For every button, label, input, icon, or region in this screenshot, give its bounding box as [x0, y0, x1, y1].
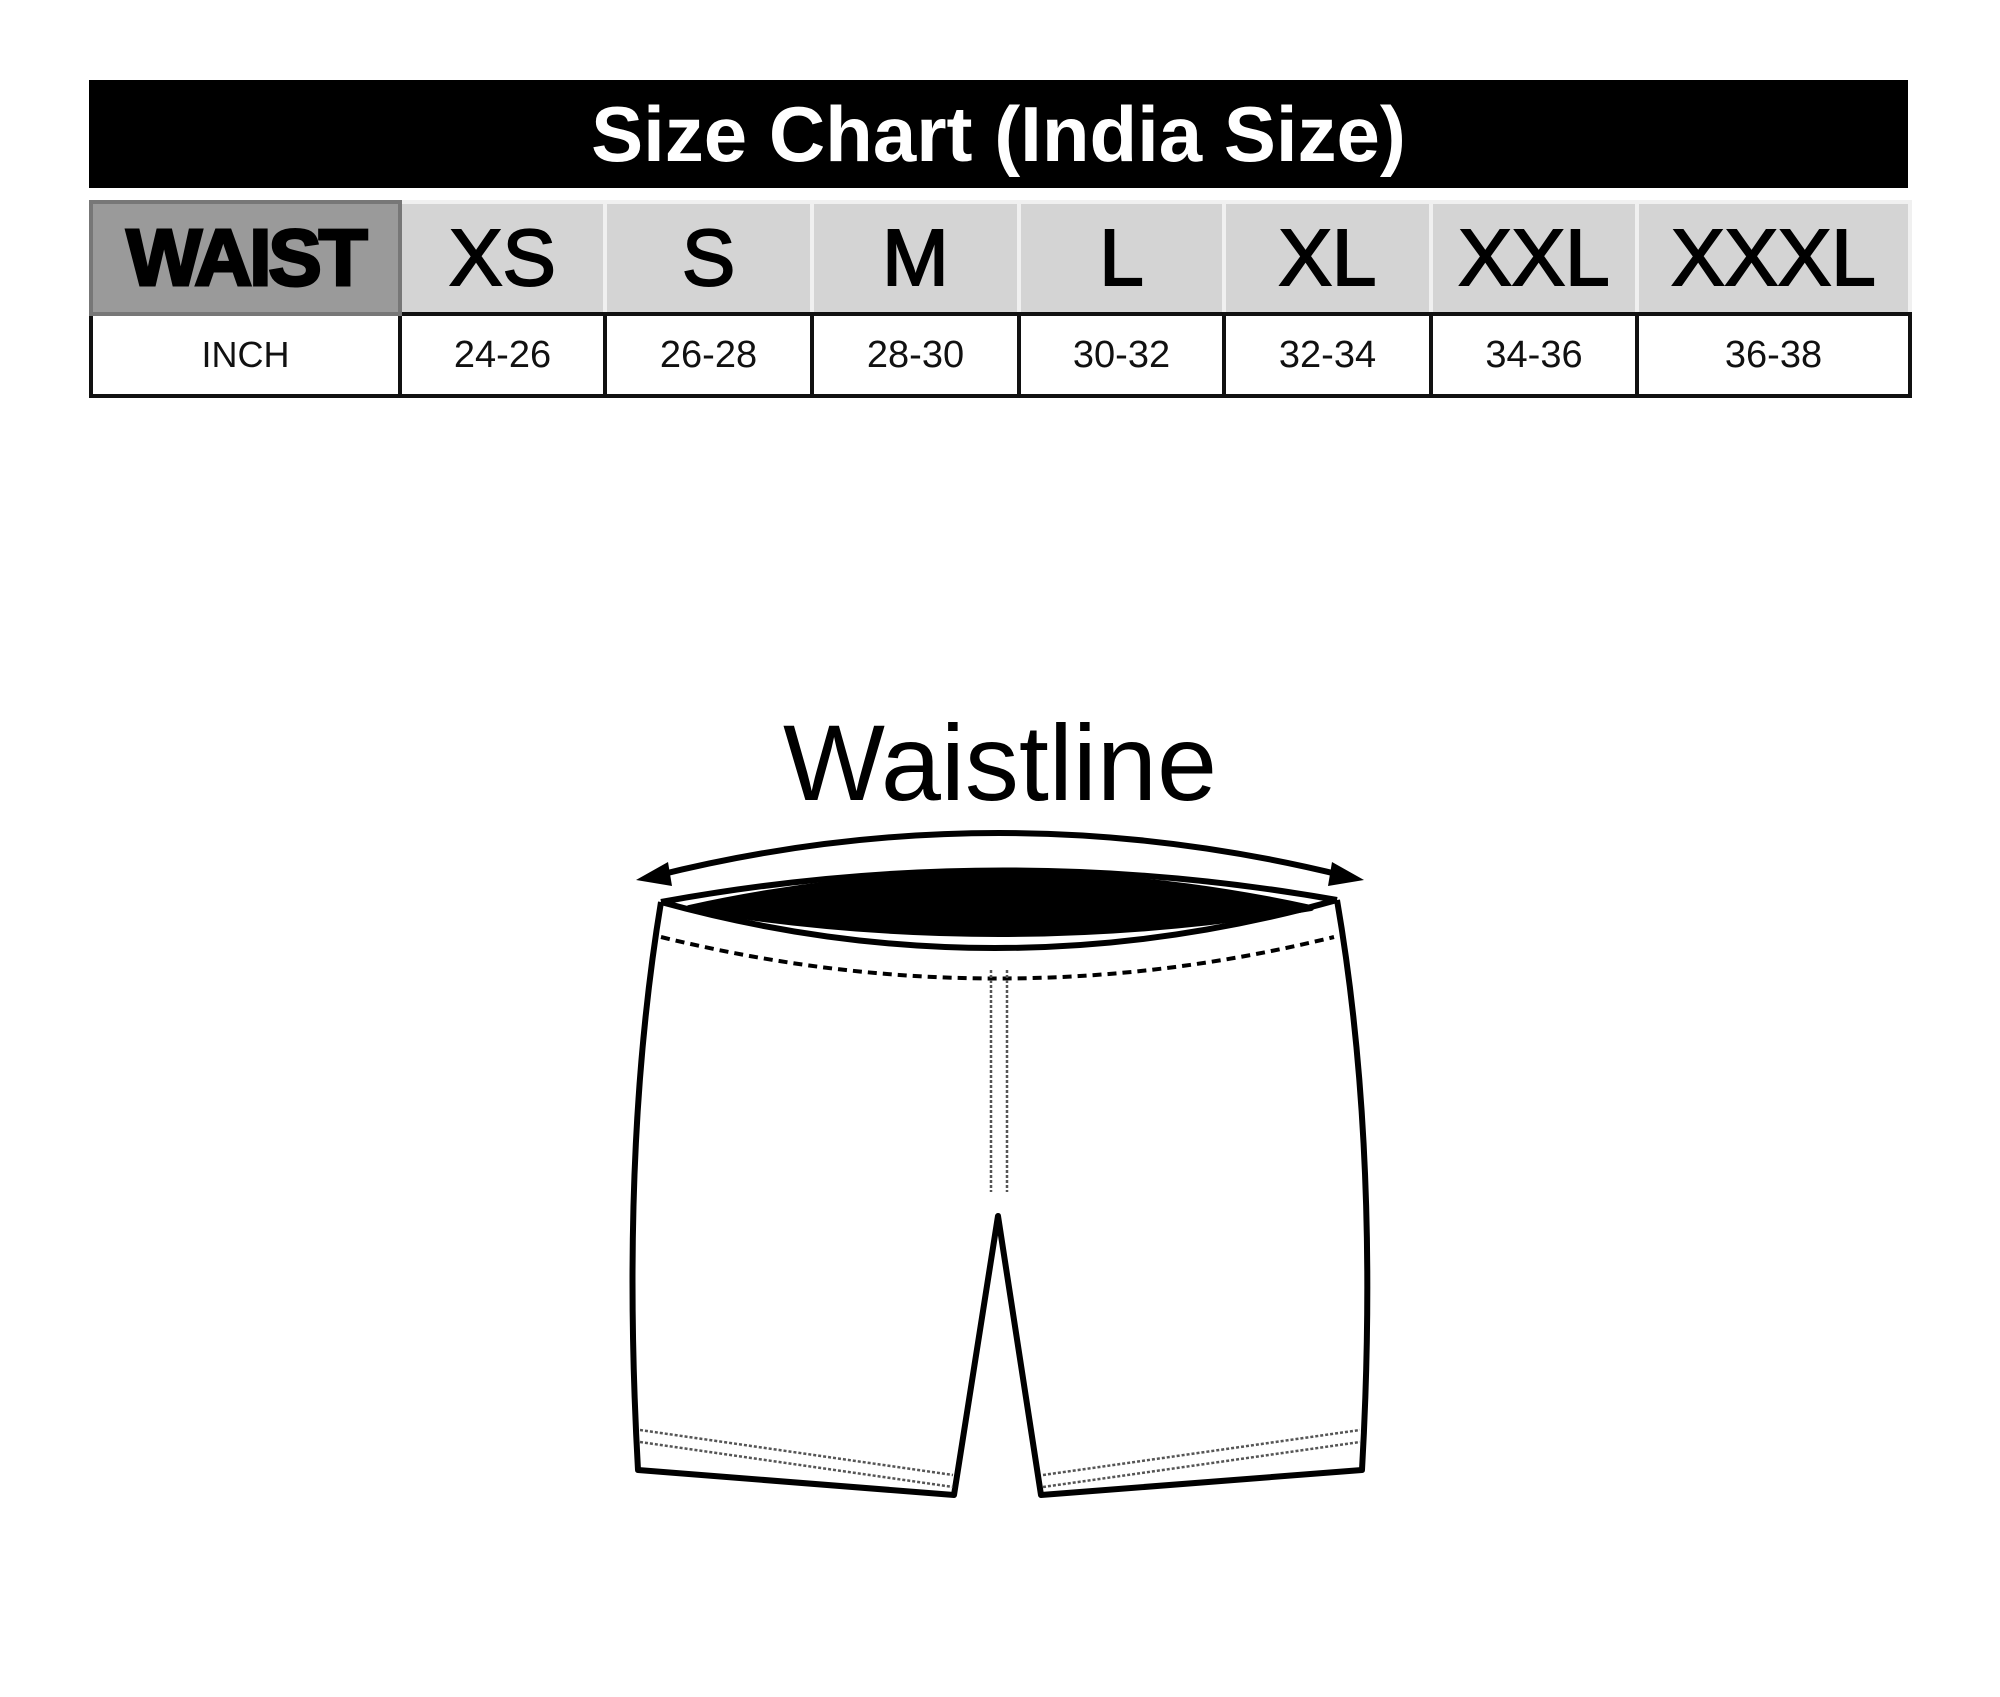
waist-header: WAIST — [89, 200, 402, 316]
size-table: WAIST XS S M L XL XXL XXXL INCH 24-26 26… — [89, 200, 1912, 398]
shorts-outline — [629, 899, 1371, 1498]
waistline-label: Waistline — [782, 702, 1218, 823]
right-hem-stitch — [1042, 1428, 1361, 1489]
waistband-stitch — [660, 935, 1335, 981]
arrow-head-right — [1328, 862, 1364, 886]
waistband-top — [660, 867, 1338, 905]
size-value: 26-28 — [603, 312, 814, 398]
waistband-bottom — [660, 897, 1338, 951]
size-chart-title: Size Chart (India Size) — [89, 80, 1908, 188]
size-value: 24-26 — [398, 312, 607, 398]
inch-row: INCH 24-26 26-28 28-30 30-32 32-34 34-36… — [89, 312, 1912, 398]
size-value: 30-32 — [1017, 312, 1226, 398]
size-value: 28-30 — [810, 312, 1021, 398]
waist-arrow — [654, 830, 1346, 879]
size-value: 32-34 — [1222, 312, 1433, 398]
size-header: XL — [1222, 200, 1433, 316]
size-header: S — [603, 200, 814, 316]
size-value: 34-36 — [1429, 312, 1639, 398]
left-hem-stitch — [639, 1428, 954, 1489]
size-header-row: WAIST XS S M L XL XXL XXXL — [89, 200, 1912, 316]
size-value: 36-38 — [1635, 312, 1912, 398]
waist-opening — [686, 871, 1314, 937]
size-header: XXL — [1429, 200, 1639, 316]
size-header: M — [810, 200, 1021, 316]
unit-label: INCH — [89, 312, 402, 398]
size-header: XS — [398, 200, 607, 316]
size-header: L — [1017, 200, 1226, 316]
fly-seam — [989, 970, 1009, 1192]
size-header: XXXL — [1635, 200, 1912, 316]
arrow-head-left — [636, 862, 672, 886]
